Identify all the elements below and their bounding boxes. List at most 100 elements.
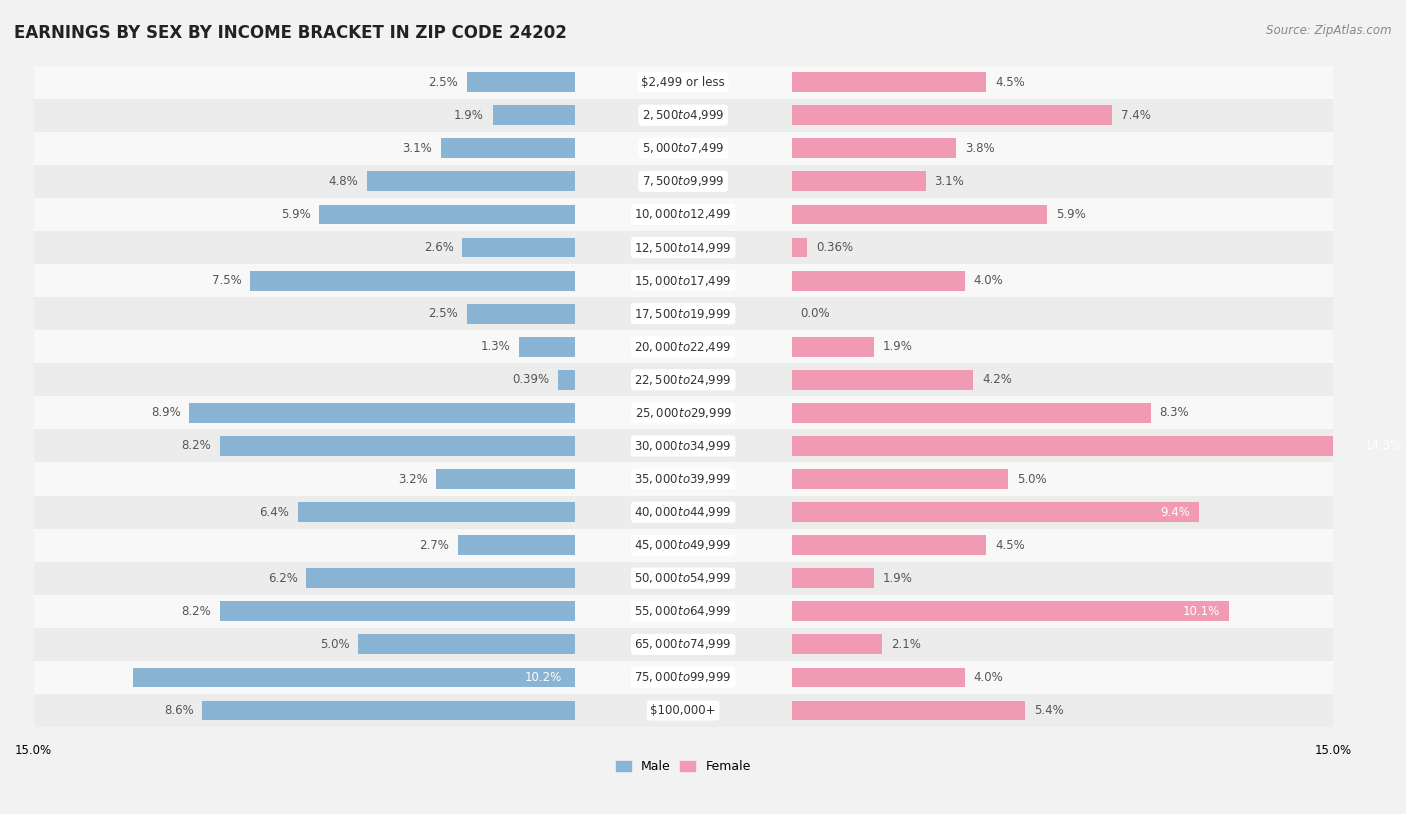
Text: 6.4%: 6.4% <box>259 505 290 519</box>
Text: 10.1%: 10.1% <box>1182 605 1220 618</box>
Text: $40,000 to $44,999: $40,000 to $44,999 <box>634 505 733 519</box>
Text: 8.2%: 8.2% <box>181 605 211 618</box>
Bar <box>458 536 575 555</box>
Bar <box>34 264 1333 297</box>
Text: 8.6%: 8.6% <box>165 704 194 717</box>
Text: 2.5%: 2.5% <box>429 307 458 320</box>
Bar <box>467 72 575 92</box>
Text: $20,000 to $22,499: $20,000 to $22,499 <box>634 339 733 354</box>
Bar <box>34 396 1333 430</box>
Text: $55,000 to $64,999: $55,000 to $64,999 <box>634 604 733 619</box>
Bar <box>34 66 1333 98</box>
Text: 7.4%: 7.4% <box>1121 109 1150 122</box>
Bar <box>519 337 575 357</box>
Bar <box>34 231 1333 264</box>
Text: $45,000 to $49,999: $45,000 to $49,999 <box>634 538 733 552</box>
Bar <box>34 661 1333 694</box>
Text: 0.39%: 0.39% <box>512 374 550 387</box>
Text: 2.6%: 2.6% <box>423 241 454 254</box>
Text: 8.3%: 8.3% <box>1160 406 1189 419</box>
Text: 4.5%: 4.5% <box>995 539 1025 552</box>
Bar <box>367 172 575 191</box>
Legend: Male, Female: Male, Female <box>610 755 756 778</box>
Bar <box>34 694 1333 727</box>
Text: 5.4%: 5.4% <box>1033 704 1064 717</box>
Text: 6.2%: 6.2% <box>269 571 298 584</box>
Bar <box>792 502 1199 522</box>
Text: 9.4%: 9.4% <box>1160 505 1189 519</box>
Bar <box>492 105 575 125</box>
Bar <box>34 628 1333 661</box>
Bar <box>792 172 925 191</box>
Text: $17,500 to $19,999: $17,500 to $19,999 <box>634 307 733 321</box>
Text: 2.1%: 2.1% <box>891 638 921 651</box>
Bar <box>440 138 575 158</box>
Bar <box>34 562 1333 595</box>
Text: 1.3%: 1.3% <box>481 340 510 353</box>
Bar <box>792 667 965 687</box>
Text: 1.9%: 1.9% <box>883 340 912 353</box>
Text: $65,000 to $74,999: $65,000 to $74,999 <box>634 637 733 651</box>
Text: 10.2%: 10.2% <box>524 671 562 684</box>
Text: 5.9%: 5.9% <box>1056 208 1085 221</box>
Bar <box>319 204 575 225</box>
Text: 2.5%: 2.5% <box>429 76 458 89</box>
Bar <box>202 701 575 720</box>
Text: 8.9%: 8.9% <box>150 406 181 419</box>
Bar <box>34 528 1333 562</box>
Text: $7,500 to $9,999: $7,500 to $9,999 <box>643 174 724 188</box>
Text: $25,000 to $29,999: $25,000 to $29,999 <box>634 406 733 420</box>
Text: 4.0%: 4.0% <box>973 274 1002 287</box>
Bar <box>34 595 1333 628</box>
Bar <box>219 436 575 456</box>
Text: 7.5%: 7.5% <box>212 274 242 287</box>
Text: $2,499 or less: $2,499 or less <box>641 76 725 89</box>
Bar <box>792 436 1406 456</box>
Bar <box>463 238 575 257</box>
Text: $15,000 to $17,499: $15,000 to $17,499 <box>634 274 733 287</box>
Bar <box>792 238 807 257</box>
Bar <box>792 602 1229 621</box>
Bar <box>190 403 575 422</box>
Text: $100,000+: $100,000+ <box>651 704 716 717</box>
Bar <box>792 204 1047 225</box>
Bar <box>307 568 575 589</box>
Bar <box>250 271 575 291</box>
Text: 4.5%: 4.5% <box>995 76 1025 89</box>
Bar <box>34 164 1333 198</box>
Bar <box>34 330 1333 363</box>
Text: 3.1%: 3.1% <box>402 142 432 155</box>
Text: $30,000 to $34,999: $30,000 to $34,999 <box>634 439 733 453</box>
Bar <box>34 430 1333 462</box>
Bar <box>558 370 575 390</box>
Text: 4.8%: 4.8% <box>329 175 359 188</box>
Text: 3.2%: 3.2% <box>398 472 427 485</box>
Bar <box>34 363 1333 396</box>
Bar <box>34 462 1333 496</box>
Text: 8.2%: 8.2% <box>181 440 211 453</box>
Text: $50,000 to $54,999: $50,000 to $54,999 <box>634 571 733 585</box>
Bar <box>34 98 1333 132</box>
Text: 2.7%: 2.7% <box>419 539 450 552</box>
Text: 0.0%: 0.0% <box>800 307 830 320</box>
Bar <box>792 701 1025 720</box>
Bar <box>792 271 965 291</box>
Bar <box>792 72 987 92</box>
Bar <box>34 132 1333 164</box>
Text: $10,000 to $12,499: $10,000 to $12,499 <box>634 208 733 221</box>
Bar <box>34 198 1333 231</box>
Text: $2,500 to $4,999: $2,500 to $4,999 <box>643 108 724 122</box>
Text: Source: ZipAtlas.com: Source: ZipAtlas.com <box>1267 24 1392 37</box>
Bar <box>34 297 1333 330</box>
Text: $5,000 to $7,499: $5,000 to $7,499 <box>643 142 724 155</box>
Bar <box>792 403 1152 422</box>
Text: 14.3%: 14.3% <box>1365 440 1402 453</box>
Bar <box>298 502 575 522</box>
Bar <box>792 138 956 158</box>
Text: $35,000 to $39,999: $35,000 to $39,999 <box>634 472 733 486</box>
Bar <box>134 667 575 687</box>
Text: 3.1%: 3.1% <box>935 175 965 188</box>
Bar <box>792 536 987 555</box>
Text: 3.8%: 3.8% <box>965 142 994 155</box>
Text: $12,500 to $14,999: $12,500 to $14,999 <box>634 240 733 255</box>
